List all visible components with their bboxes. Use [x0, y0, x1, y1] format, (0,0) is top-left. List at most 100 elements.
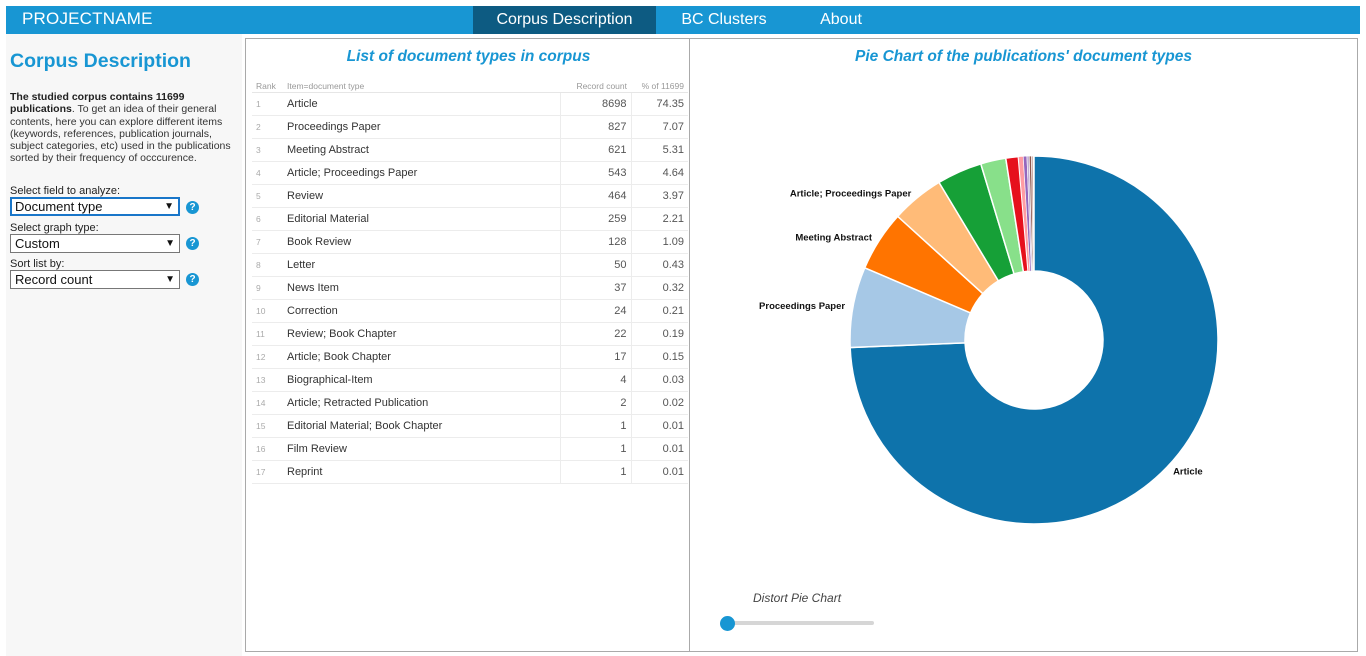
table-row[interactable]: 10 Correction 24 0.21: [252, 299, 688, 323]
table-row[interactable]: 7 Book Review 128 1.09: [252, 230, 688, 254]
nav-tab-about[interactable]: About: [820, 11, 862, 28]
nav-tab-corpus-description[interactable]: Corpus Description: [473, 6, 656, 34]
row-item: Article; Book Chapter: [283, 345, 561, 369]
pie-label: Article; Proceedings Paper: [790, 188, 912, 199]
pie-slice[interactable]: [849, 155, 1219, 525]
row-record-count: 22: [560, 322, 632, 346]
row-percent: 0.15: [631, 345, 688, 369]
row-percent: 0.19: [631, 322, 688, 346]
table-row[interactable]: 16 Film Review 1 0.01: [252, 437, 688, 461]
corpus-intro-bold: The studied corpus contains 11699 public…: [10, 91, 185, 116]
row-record-count: 543: [560, 161, 632, 185]
row-percent: 2.21: [631, 207, 688, 231]
table-row[interactable]: 14 Article; Retracted Publication 2 0.02: [252, 391, 688, 415]
row-record-count: 24: [560, 299, 632, 323]
row-rank: 15: [252, 414, 283, 438]
row-item: Editorial Material; Book Chapter: [283, 414, 561, 438]
row-percent: 74.35: [631, 92, 688, 116]
row-item: Biographical-Item: [283, 368, 561, 392]
row-rank: 14: [252, 391, 283, 415]
row-item: Proceedings Paper: [283, 115, 561, 139]
row-item: Review; Book Chapter: [283, 322, 561, 346]
nav-tab-bc-clusters[interactable]: BC Clusters: [681, 11, 767, 28]
table-row[interactable]: 9 News Item 37 0.32: [252, 276, 688, 300]
row-record-count: 128: [560, 230, 632, 254]
table-row[interactable]: 15 Editorial Material; Book Chapter 1 0.01: [252, 414, 688, 438]
row-rank: 17: [252, 460, 283, 484]
column-header-rank[interactable]: Rank: [252, 80, 283, 93]
pie-chart: Article Proceedings Paper Meeting Abstract…: [759, 155, 1219, 525]
table-row[interactable]: 2 Proceedings Paper 827 7.07: [252, 115, 688, 139]
row-record-count: 827: [560, 115, 632, 139]
pie-label: Proceedings Paper: [759, 301, 845, 312]
project-name[interactable]: PROJECTNAME: [22, 9, 153, 28]
table-row[interactable]: 3 Meeting Abstract 621 5.31: [252, 138, 688, 162]
row-item: Film Review: [283, 437, 561, 461]
row-record-count: 1: [560, 460, 632, 484]
row-percent: 3.97: [631, 184, 688, 208]
row-rank: 4: [252, 161, 283, 185]
row-item: Book Review: [283, 230, 561, 254]
row-percent: 0.01: [631, 460, 688, 484]
row-item: Article: [283, 92, 561, 116]
distort-slider-track[interactable]: [728, 621, 874, 625]
corpus-intro-rest: . To get an idea of their general conten…: [10, 103, 231, 165]
table-row[interactable]: 17 Reprint 1 0.01: [252, 460, 688, 484]
row-percent: 0.01: [631, 414, 688, 438]
row-percent: 0.01: [631, 437, 688, 461]
row-rank: 3: [252, 138, 283, 162]
table-row[interactable]: 4 Article; Proceedings Paper 543 4.64: [252, 161, 688, 185]
sort-select-value: Record count: [15, 272, 93, 287]
row-rank: 6: [252, 207, 283, 231]
row-record-count: 4: [560, 368, 632, 392]
table-row[interactable]: 6 Editorial Material 259 2.21: [252, 207, 688, 231]
help-icon[interactable]: ?: [186, 237, 199, 250]
row-record-count: 1: [560, 437, 632, 461]
help-icon[interactable]: ?: [186, 201, 199, 214]
row-percent: 0.03: [631, 368, 688, 392]
graph-select-value: Custom: [15, 236, 60, 251]
row-item: Reprint: [283, 460, 561, 484]
row-rank: 2: [252, 115, 283, 139]
row-rank: 8: [252, 253, 283, 277]
document-type-table-panel: List of document types in corpus Rank It…: [245, 38, 690, 652]
table-row[interactable]: 1 Article 8698 74.35: [252, 92, 688, 116]
row-rank: 11: [252, 322, 283, 346]
row-rank: 5: [252, 184, 283, 208]
row-rank: 16: [252, 437, 283, 461]
distort-label: Distort Pie Chart: [753, 591, 842, 605]
row-record-count: 464: [560, 184, 632, 208]
row-percent: 0.43: [631, 253, 688, 277]
row-rank: 7: [252, 230, 283, 254]
row-record-count: 621: [560, 138, 632, 162]
graph-type-select[interactable]: Custom ▼: [10, 234, 180, 253]
sort-select[interactable]: Record count ▼: [10, 270, 180, 289]
row-percent: 1.09: [631, 230, 688, 254]
row-record-count: 37: [560, 276, 632, 300]
row-item: News Item: [283, 276, 561, 300]
table-row[interactable]: 13 Biographical-Item 4 0.03: [252, 368, 688, 392]
column-header-percent[interactable]: % of 11699: [631, 80, 688, 93]
table-row[interactable]: 12 Article; Book Chapter 17 0.15: [252, 345, 688, 369]
row-percent: 0.32: [631, 276, 688, 300]
distort-slider-handle[interactable]: [720, 616, 735, 631]
row-record-count: 259: [560, 207, 632, 231]
field-select[interactable]: Document type ▼: [10, 197, 180, 216]
column-header-item[interactable]: Item=document type: [283, 80, 560, 93]
row-percent: 7.07: [631, 115, 688, 139]
column-header-record-count[interactable]: Record count: [560, 80, 631, 93]
table-row[interactable]: 11 Review; Book Chapter 22 0.19: [252, 322, 688, 346]
sidebar-panel: Corpus Description The studied corpus co…: [6, 34, 242, 656]
table-header-row: Rank Item=document type Record count % o…: [252, 80, 688, 93]
table-row[interactable]: 8 Letter 50 0.43: [252, 253, 688, 277]
row-percent: 0.02: [631, 391, 688, 415]
help-icon[interactable]: ?: [186, 273, 199, 286]
row-item: Meeting Abstract: [283, 138, 561, 162]
row-item: Correction: [283, 299, 561, 323]
pie-label: Meeting Abstract: [795, 232, 873, 243]
row-record-count: 1: [560, 414, 632, 438]
table-row[interactable]: 5 Review 464 3.97: [252, 184, 688, 208]
corpus-intro-text: The studied corpus contains 11699 public…: [10, 91, 238, 165]
row-record-count: 8698: [560, 92, 632, 116]
dropdown-arrow-icon: ▼: [164, 201, 174, 212]
